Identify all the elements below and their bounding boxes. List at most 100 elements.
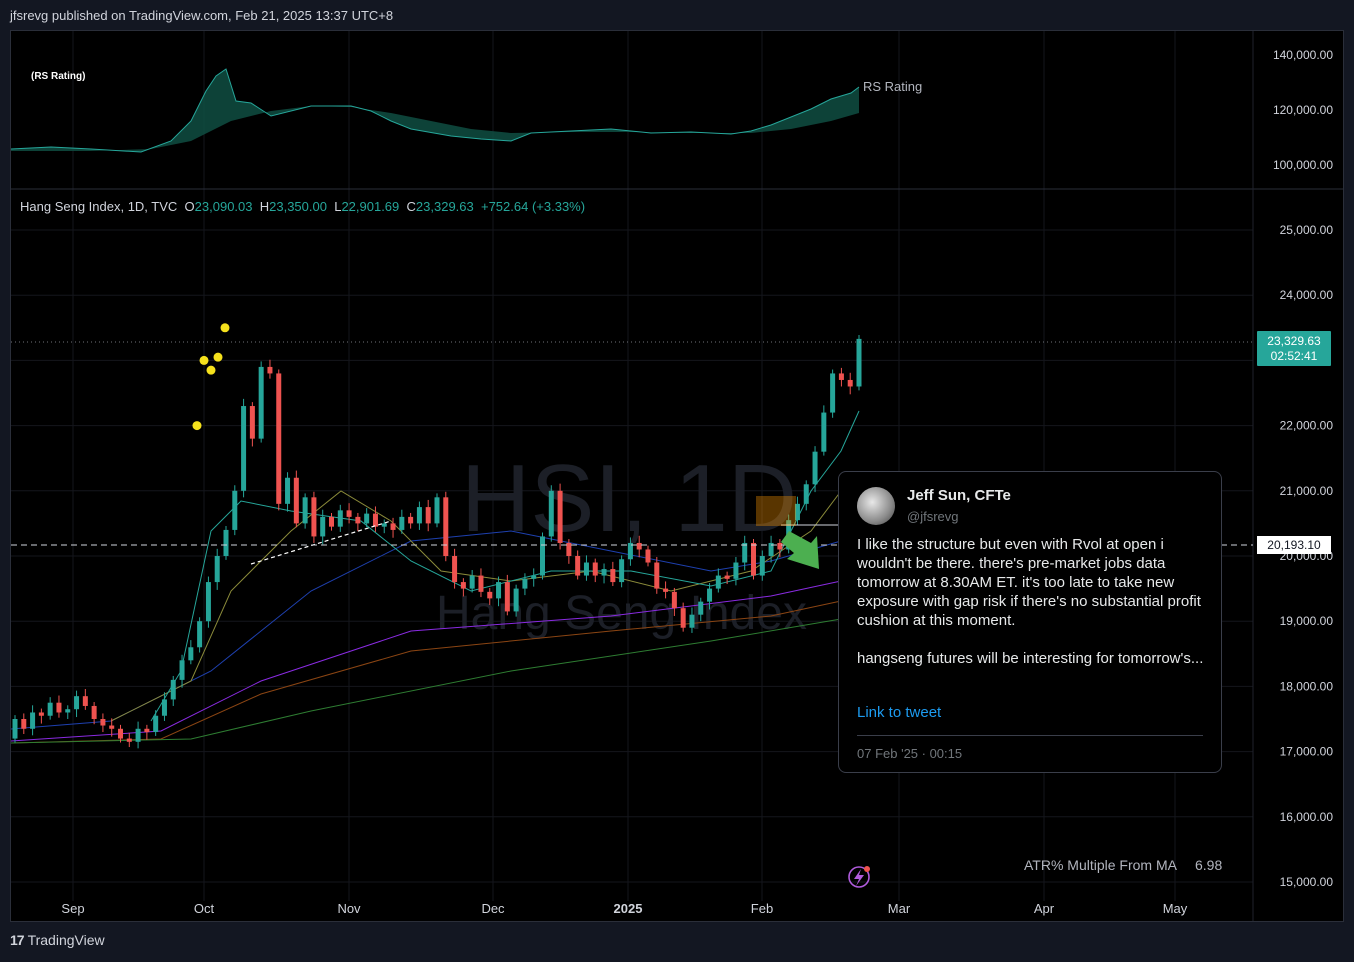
moving-average-line [11, 618, 842, 744]
candle-body [671, 591, 677, 609]
watermark-ticker: HSI, 1D [461, 445, 797, 552]
candle-body [390, 523, 396, 530]
lightning-icon[interactable] [848, 866, 870, 888]
candle-body [425, 507, 431, 524]
candle-body [205, 582, 211, 622]
candle-body [592, 562, 598, 576]
rs-tick-label: 140,000.00 [1273, 48, 1333, 62]
legend-low: 22,901.69 [341, 199, 400, 214]
price-tick-label: 15,000.00 [1280, 875, 1334, 889]
rs-rating-label: RS Rating [863, 79, 922, 94]
candle-body [513, 588, 519, 612]
candle-body [645, 549, 651, 563]
price-tick-label: 17,000.00 [1280, 745, 1334, 759]
candle-body [188, 647, 194, 661]
candle-body [759, 556, 765, 576]
candle-body [601, 569, 607, 576]
candle-body [276, 373, 282, 504]
candle-body [56, 702, 62, 713]
candle-body [12, 719, 18, 739]
candle-body [663, 588, 669, 592]
trendline [250, 520, 392, 565]
legend-symbol: Hang Seng Index, 1D, TVC [20, 199, 178, 214]
tradingview-logo[interactable]: 17 TradingView [10, 932, 105, 948]
price-tick-label: 25,000.00 [1280, 223, 1334, 237]
candle-body [575, 556, 581, 576]
candle-body [399, 516, 405, 530]
publish-header: jfsrevg published on TradingView.com, Fe… [0, 0, 1354, 30]
candle-body [610, 569, 616, 583]
candle-body [707, 588, 713, 602]
candle-body [803, 484, 809, 504]
tweet-date: 07 Feb '25 · 00:15 [857, 746, 963, 761]
marker-dot [192, 421, 202, 431]
candle-body [689, 614, 695, 628]
price-axis: 25,000.0024,000.0022,000.0021,000.0020,0… [1273, 48, 1333, 889]
atr-value: 6.98 [1194, 857, 1223, 873]
tweet-author-name: Jeff Sun, CFTe [907, 487, 1011, 504]
legend-open: 23,090.03 [194, 199, 253, 214]
candle-body [724, 575, 730, 579]
candle-body [460, 582, 466, 589]
candle-body [197, 621, 203, 648]
candle-body [812, 451, 818, 485]
candle-body [135, 728, 141, 742]
candle-body [654, 562, 660, 589]
time-tick-label: Apr [1034, 901, 1055, 916]
time-tick-label: Oct [194, 901, 215, 916]
legend-o-label: O [184, 199, 195, 214]
candle-body [258, 366, 264, 439]
candle-body [408, 516, 414, 524]
candle-body [91, 705, 97, 719]
candle-body [65, 709, 71, 713]
candle-body [302, 497, 308, 524]
tweet-card[interactable]: Jeff Sun, CFTe @jfsrevg I like the struc… [838, 471, 1222, 773]
legend-high: 23,350.00 [269, 199, 327, 214]
time-tick-label: Mar [888, 901, 911, 916]
candle-body [847, 379, 853, 387]
candle-body [583, 562, 589, 576]
candle-body [311, 497, 317, 537]
candle-body [830, 373, 836, 413]
candle-body [346, 510, 352, 517]
moving-average-line [11, 580, 842, 742]
rs-tick-label: 120,000.00 [1273, 103, 1333, 117]
marker-dot [213, 352, 223, 362]
candle-body [496, 582, 502, 599]
candle-body [381, 523, 387, 527]
candle-body [337, 510, 343, 527]
candle-body [329, 516, 334, 527]
candle-body [214, 556, 220, 583]
time-axis: Sep Oct Nov Dec 2025 Feb Mar Apr May [61, 901, 1187, 916]
candle-body [540, 536, 545, 576]
marker-dot [206, 365, 216, 375]
candle-body [452, 556, 458, 583]
candle-body [320, 516, 326, 537]
time-tick-label: Dec [481, 901, 505, 916]
tweet-link[interactable]: Link to tweet [857, 704, 942, 721]
candle-body [751, 542, 756, 576]
candle-body [821, 412, 827, 452]
candle-body [838, 373, 844, 380]
atr-label: ATR% Multiple From MA [1024, 857, 1177, 873]
legend-h-label: H [259, 199, 270, 214]
last-price-countdown: 02:52:41 [1271, 349, 1318, 363]
candle-body [856, 338, 862, 387]
candle-body [144, 728, 150, 733]
candle-body [557, 490, 563, 543]
candle-body [478, 575, 484, 592]
rs-line [11, 68, 860, 153]
candle-body [680, 608, 686, 628]
rs-legend: (RS Rating) [31, 71, 86, 82]
candle-body [364, 513, 370, 524]
candle-body [698, 601, 704, 615]
tv-logo-text: TradingView [27, 932, 105, 948]
rs-rating-panel: RS Rating [11, 68, 922, 153]
legend-c-label: C [406, 199, 416, 214]
candle-body [109, 725, 115, 729]
marker-dot [220, 323, 230, 333]
candle-body [74, 696, 80, 710]
candle-body [267, 366, 273, 374]
candle-body [118, 728, 123, 739]
legend-l-label: L [334, 199, 342, 214]
